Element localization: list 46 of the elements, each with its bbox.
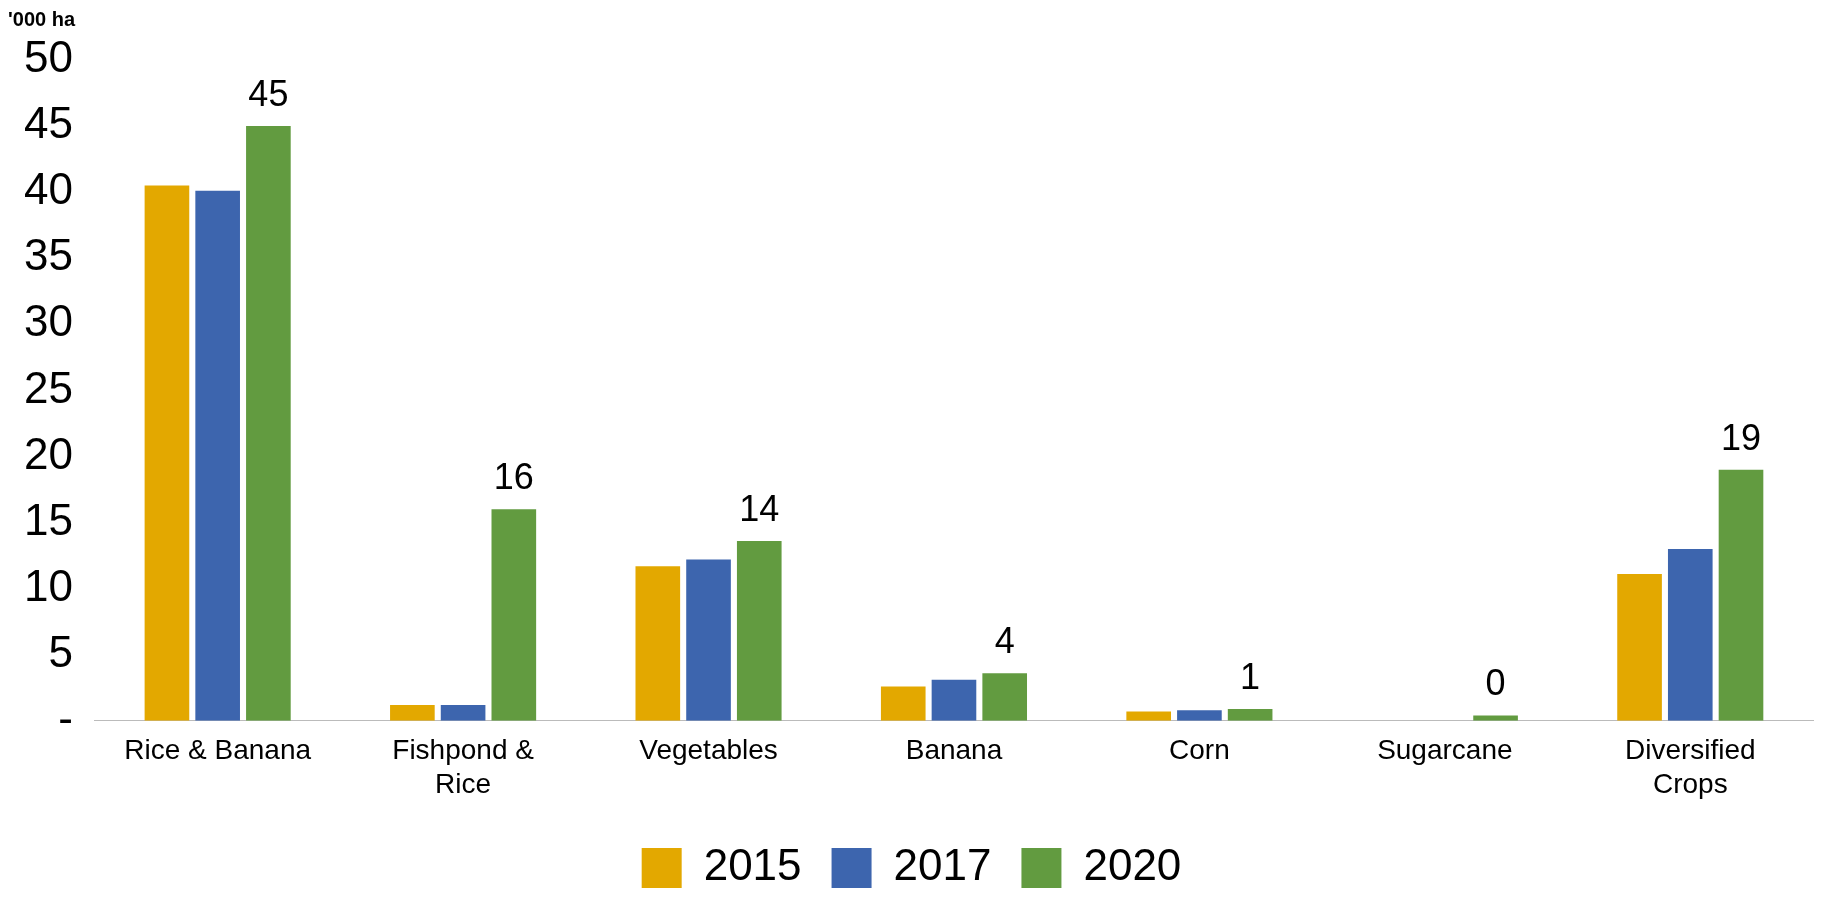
x-tick-label: Vegetables bbox=[639, 734, 778, 766]
data-label: 14 bbox=[739, 487, 780, 529]
bar bbox=[1177, 710, 1222, 721]
legend-label: 2017 bbox=[893, 840, 992, 890]
bar bbox=[390, 704, 435, 721]
bar bbox=[982, 673, 1028, 721]
data-label: 0 bbox=[1485, 662, 1506, 704]
bar bbox=[1617, 574, 1662, 721]
y-tick-label: 10 bbox=[23, 560, 73, 610]
y-tick-label: 30 bbox=[23, 296, 73, 346]
data-label: 19 bbox=[1720, 416, 1762, 458]
y-tick-label: 5 bbox=[48, 626, 73, 676]
bar bbox=[736, 541, 782, 721]
data-label: 16 bbox=[493, 456, 534, 498]
y-tick-label: 15 bbox=[23, 494, 73, 544]
bar bbox=[491, 509, 537, 721]
y-tick-label: 45 bbox=[23, 98, 73, 148]
legend-label: 2020 bbox=[1083, 840, 1182, 890]
bar bbox=[246, 126, 291, 721]
bar bbox=[635, 566, 681, 721]
x-tick-label: Banana bbox=[905, 734, 1003, 766]
bar bbox=[144, 185, 190, 721]
y-tick-label: 20 bbox=[23, 428, 73, 478]
bar bbox=[1718, 469, 1764, 721]
y-tick-label: 35 bbox=[23, 230, 73, 280]
x-tick-label: Sugarcane bbox=[1377, 734, 1513, 766]
bar bbox=[686, 559, 731, 721]
y-tick-label: 25 bbox=[23, 362, 73, 412]
y-tick-label: - bbox=[58, 692, 73, 742]
y-axis-title: '000 ha bbox=[8, 7, 76, 30]
data-label: 1 bbox=[1240, 655, 1261, 697]
bar bbox=[1227, 708, 1273, 721]
x-tick-label: Fishpond & Rice bbox=[392, 734, 535, 799]
bar bbox=[1667, 548, 1713, 721]
bar bbox=[195, 190, 240, 721]
x-tick-label: Rice & Banana bbox=[124, 734, 312, 766]
y-tick-label: 50 bbox=[23, 32, 73, 82]
data-label: 45 bbox=[248, 73, 289, 114]
y-tick-label: 40 bbox=[23, 164, 73, 214]
data-label: 4 bbox=[994, 620, 1015, 662]
legend-label: 2015 bbox=[703, 840, 802, 890]
bar bbox=[440, 704, 486, 721]
x-tick-label: Corn bbox=[1169, 734, 1230, 766]
bar bbox=[880, 686, 926, 721]
x-tick-label: Diversified Crops bbox=[1624, 734, 1756, 799]
bar bbox=[931, 679, 977, 721]
